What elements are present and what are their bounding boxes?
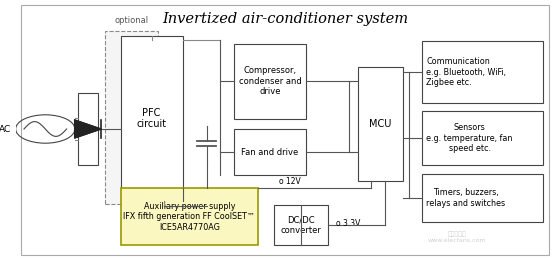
Text: 电子发烧友
www.elecfans.com: 电子发烧友 www.elecfans.com bbox=[428, 232, 486, 243]
Bar bbox=[234, 44, 306, 119]
Bar bbox=[121, 188, 258, 245]
Text: optional: optional bbox=[114, 16, 148, 25]
Text: DC/DC
converter: DC/DC converter bbox=[280, 215, 321, 235]
Text: PFC
circuit: PFC circuit bbox=[136, 108, 167, 130]
Bar bbox=[357, 67, 403, 181]
Text: Compressor,
condenser and
drive: Compressor, condenser and drive bbox=[239, 66, 301, 96]
Bar bbox=[78, 93, 98, 165]
Bar bbox=[234, 129, 306, 175]
Bar bbox=[121, 36, 183, 201]
Text: Fan and drive: Fan and drive bbox=[242, 148, 299, 157]
Polygon shape bbox=[75, 120, 101, 138]
Text: MCU: MCU bbox=[369, 119, 392, 129]
Bar bbox=[422, 174, 543, 222]
Bar bbox=[422, 41, 543, 103]
Text: Auxiliary power supply
IFX fifth generation FF CoolSET™
ICE5AR4770AG: Auxiliary power supply IFX fifth generat… bbox=[124, 202, 255, 232]
Text: Timers, buzzers,
relays and switches: Timers, buzzers, relays and switches bbox=[427, 188, 506, 208]
Text: Invertized air-conditioner system: Invertized air-conditioner system bbox=[162, 12, 408, 26]
Text: Communication
e.g. Bluetooth, WiFi,
Zigbee etc.: Communication e.g. Bluetooth, WiFi, Zigb… bbox=[427, 57, 506, 87]
Bar bbox=[422, 111, 543, 165]
Text: o 3.3V: o 3.3V bbox=[336, 219, 360, 228]
Text: Sensors
e.g. temperature, fan
speed etc.: Sensors e.g. temperature, fan speed etc. bbox=[427, 123, 513, 153]
Text: o 12V: o 12V bbox=[279, 178, 301, 187]
Bar bbox=[274, 205, 328, 245]
Bar bbox=[105, 31, 158, 204]
Text: AC: AC bbox=[0, 125, 12, 133]
